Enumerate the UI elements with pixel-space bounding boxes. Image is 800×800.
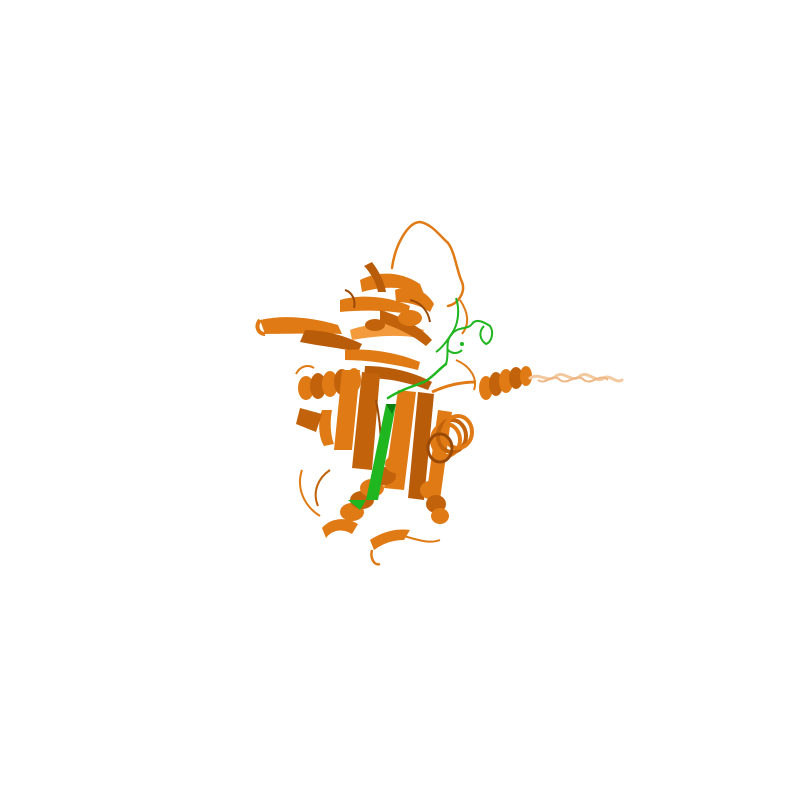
right-extending-helix [431,366,532,400]
top-loop [390,220,465,308]
upper-beta-domain [255,262,434,390]
peptide-chain [348,297,494,510]
disordered-tail-helix [528,373,624,383]
peripheral-loops [295,299,476,566]
right-coiled-helix [426,414,474,464]
